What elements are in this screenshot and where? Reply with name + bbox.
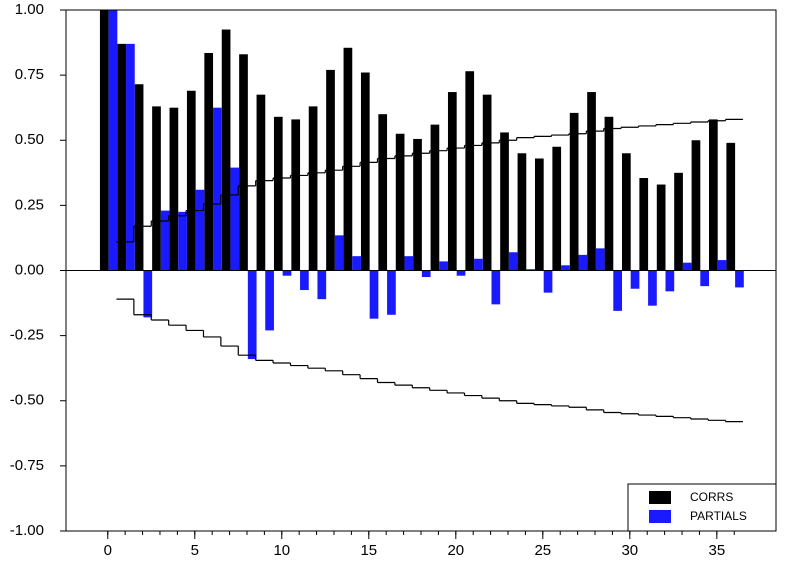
- bar: [630, 270, 640, 289]
- bar: [465, 71, 475, 271]
- bar: [160, 210, 170, 271]
- legend-label: PARTIALS: [690, 509, 747, 523]
- bar: [508, 252, 518, 271]
- bar: [543, 270, 553, 293]
- bar: [387, 270, 396, 315]
- y-tick-label: 0.75: [15, 66, 44, 83]
- bar: [317, 270, 327, 300]
- bar: [126, 43, 135, 271]
- x-tick-label: 5: [191, 542, 199, 559]
- bar: [569, 112, 579, 271]
- y-tick-label: 0.50: [15, 131, 44, 148]
- bar: [404, 256, 414, 271]
- bar: [709, 119, 718, 271]
- bar: [134, 84, 144, 271]
- bar: [552, 146, 562, 271]
- bar: [534, 158, 544, 271]
- x-tick-label: 35: [708, 542, 725, 559]
- bar: [352, 256, 361, 271]
- bar: [561, 265, 570, 271]
- bar: [378, 114, 388, 271]
- y-tick-label: 0.00: [15, 261, 44, 278]
- bar: [639, 178, 649, 271]
- bar: [595, 248, 605, 271]
- y-tick-label: -1.00: [10, 522, 44, 539]
- bar: [369, 270, 379, 319]
- x-tick-label: 10: [273, 542, 290, 559]
- bar: [282, 270, 292, 276]
- bar: [430, 124, 440, 271]
- bar: [186, 90, 196, 271]
- bar: [691, 140, 701, 271]
- bar: [517, 153, 527, 271]
- bar: [447, 92, 457, 271]
- bar: [117, 43, 127, 271]
- bar: [108, 10, 118, 271]
- bar: [604, 116, 614, 271]
- bar: [587, 92, 596, 271]
- bar: [482, 94, 492, 271]
- bar: [343, 47, 353, 271]
- bar: [195, 189, 205, 271]
- bar: [239, 54, 248, 271]
- bar: [178, 211, 187, 271]
- bar: [456, 270, 466, 276]
- x-tick-label: 0: [104, 542, 112, 559]
- bar: [726, 142, 736, 271]
- y-tick-label: 1.00: [15, 1, 44, 18]
- bar: [273, 116, 283, 271]
- legend: CORRS PARTIALS: [627, 483, 777, 532]
- bar: [674, 172, 683, 271]
- bar: [439, 261, 448, 271]
- bar: [717, 260, 727, 271]
- bar: [99, 10, 109, 271]
- x-tick-label: 25: [534, 542, 551, 559]
- x-tick-label: 20: [447, 542, 464, 559]
- bar: [152, 106, 161, 271]
- bar: [656, 184, 666, 271]
- bar: [360, 72, 370, 271]
- bar: [169, 107, 179, 271]
- bar: [300, 270, 309, 291]
- bar: [221, 29, 231, 271]
- bar: [230, 167, 240, 271]
- bar: [735, 270, 744, 288]
- y-tick-label: -0.75: [10, 457, 44, 474]
- bar: [621, 153, 631, 271]
- bar: [648, 270, 657, 306]
- legend-swatch: [649, 510, 671, 523]
- bar: [665, 270, 675, 292]
- bar: [204, 52, 214, 271]
- bar: [474, 258, 483, 271]
- y-tick-label: 0.25: [15, 196, 44, 213]
- y-tick-label: -0.25: [10, 327, 44, 344]
- legend-swatch: [649, 491, 671, 504]
- bar: [334, 235, 344, 271]
- bar: [247, 270, 257, 360]
- bar: [291, 119, 301, 271]
- y-tick-label: -0.50: [10, 392, 44, 409]
- bar: [700, 270, 710, 287]
- x-tick-label: 15: [360, 542, 377, 559]
- bar: [395, 133, 405, 271]
- bar: [256, 94, 266, 271]
- x-tick-label: 30: [621, 542, 638, 559]
- bar: [613, 270, 622, 311]
- legend-label: CORRS: [690, 490, 733, 504]
- bar: [413, 138, 422, 271]
- bar: [421, 270, 431, 278]
- bar: [213, 107, 222, 271]
- bar: [526, 269, 535, 271]
- bar: [143, 270, 153, 318]
- bar: [578, 254, 588, 271]
- bar: [308, 106, 318, 271]
- bar: [682, 262, 692, 271]
- bar: [265, 270, 274, 331]
- bar: [491, 270, 501, 305]
- bar: [500, 132, 509, 271]
